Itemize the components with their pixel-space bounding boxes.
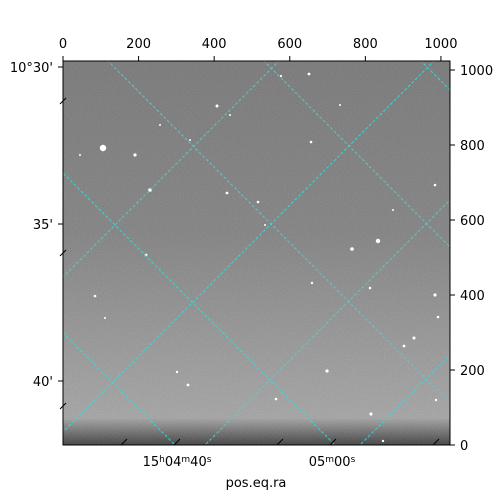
left-tick-label: 40' (33, 375, 53, 390)
star (433, 293, 437, 297)
star (175, 370, 179, 374)
star (310, 281, 314, 285)
star (159, 124, 161, 126)
star (402, 344, 406, 348)
star (133, 153, 137, 157)
star (375, 238, 381, 244)
right-axis: 0 200 400 600 800 1000 (450, 64, 493, 454)
top-tick-label: 1000 (424, 37, 457, 52)
bottom-axis: 15h04m40s 05m00s pos.eq.ra (120, 438, 440, 491)
star (434, 398, 438, 402)
star (79, 154, 81, 156)
right-tick-label: 1000 (460, 64, 493, 79)
grid-line-dec (107, 61, 450, 404)
ra-tick-label: 15h04m40s (143, 455, 212, 470)
star (381, 439, 385, 443)
left-tick-label: 10°30' (10, 61, 53, 76)
top-axis: 0 200 400 600 800 1000 (59, 37, 457, 61)
star (99, 144, 107, 152)
star (433, 183, 437, 187)
right-tick-label: 600 (460, 214, 485, 229)
star (186, 383, 190, 387)
star (225, 191, 229, 195)
star (264, 224, 266, 226)
star (274, 397, 278, 401)
star (325, 369, 329, 373)
star (307, 72, 311, 76)
top-tick-label: 200 (126, 37, 151, 52)
star (392, 209, 394, 211)
star (309, 140, 313, 144)
right-tick-label: 400 (460, 289, 485, 304)
grid-line-dec (263, 61, 450, 248)
star (229, 114, 231, 116)
star (104, 317, 106, 319)
star (350, 247, 354, 251)
star-field (79, 72, 440, 443)
star (436, 315, 440, 319)
ra-tick-label: 05m00s (309, 455, 356, 470)
left-tick-label: 35' (33, 218, 53, 233)
star (368, 286, 372, 290)
star (189, 139, 191, 141)
star (279, 74, 283, 78)
star (215, 104, 219, 108)
top-tick-label: 600 (277, 37, 302, 52)
star (339, 104, 341, 106)
grid-line-dec (420, 61, 450, 91)
right-tick-label: 800 (460, 139, 485, 154)
left-axis: 10°30' 35' 40' (10, 61, 67, 410)
right-tick-label: 0 (460, 439, 468, 454)
top-tick-label: 400 (202, 37, 227, 52)
grid-line-ra (63, 61, 280, 278)
top-tick-label: 800 (353, 37, 378, 52)
x-axis-title: pos.eq.ra (226, 476, 287, 491)
star (369, 412, 373, 416)
star (412, 336, 416, 340)
star (256, 200, 260, 204)
right-tick-label: 200 (460, 364, 485, 379)
top-tick-label: 0 (59, 37, 67, 52)
star (93, 294, 97, 298)
